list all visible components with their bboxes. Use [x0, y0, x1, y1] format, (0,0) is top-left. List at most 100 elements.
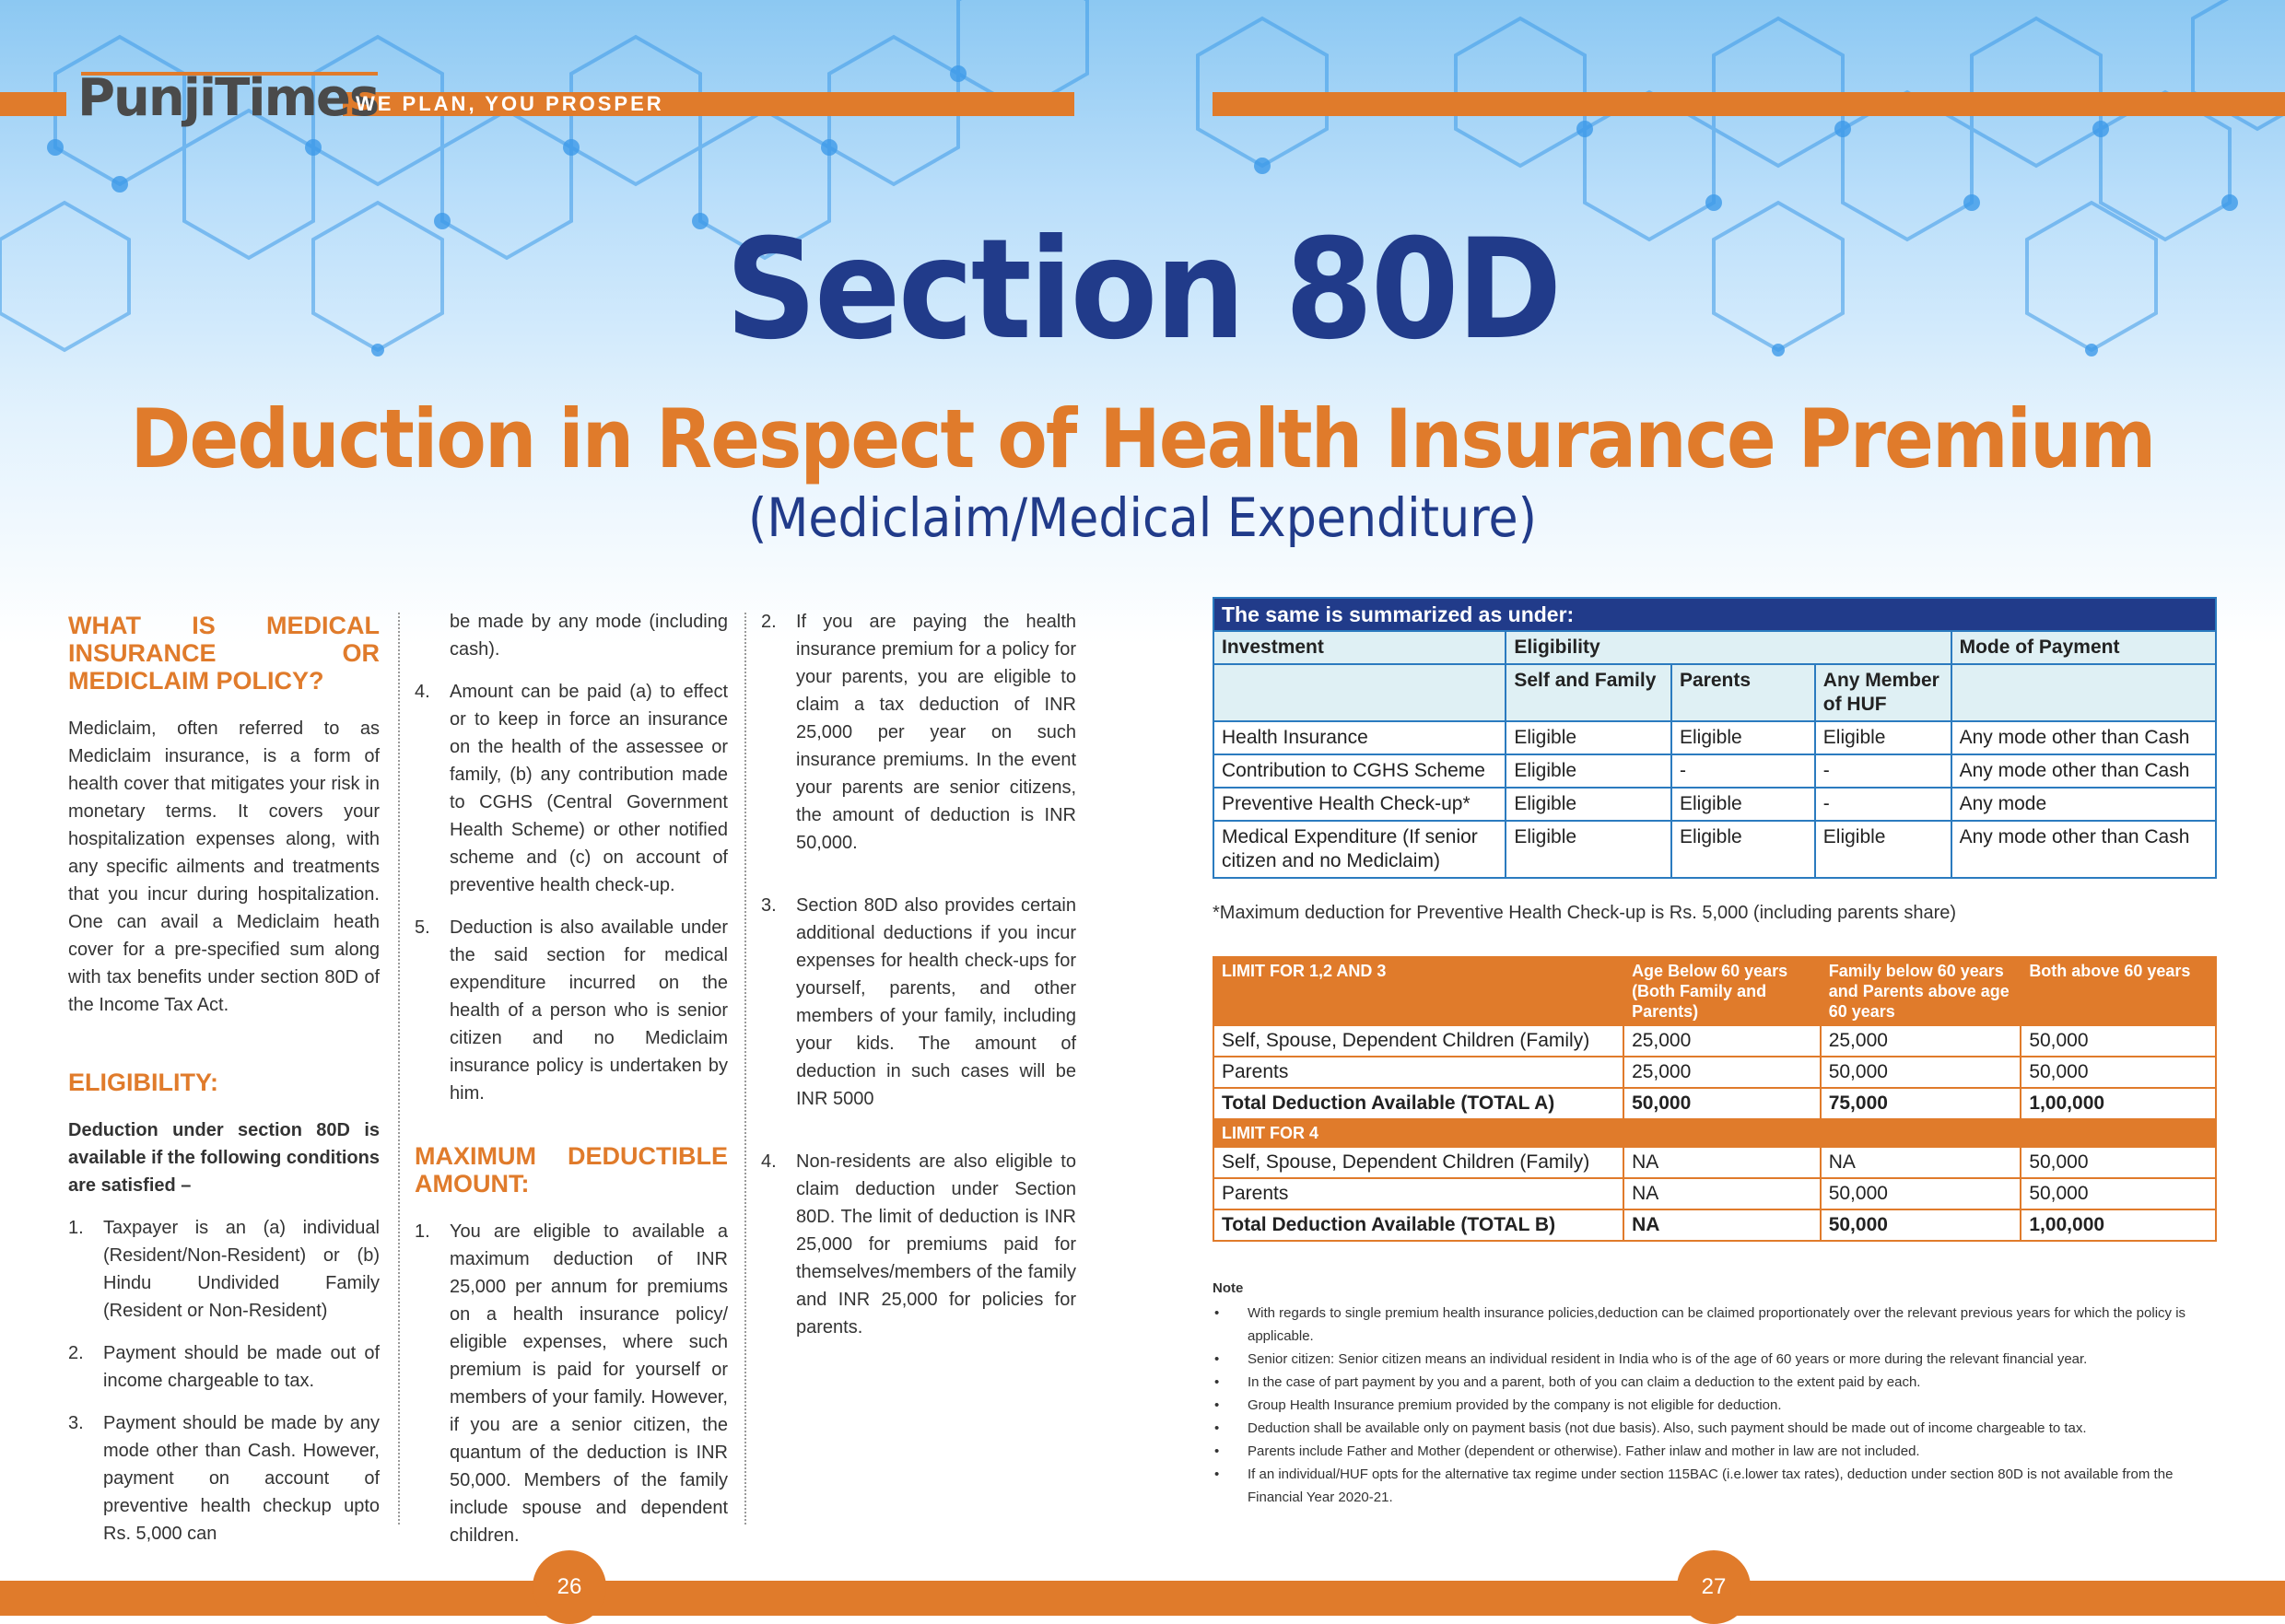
- table-cell: -: [1670, 754, 1816, 789]
- table-row: Self, Spouse, Dependent Children (Family…: [1212, 1146, 2217, 1179]
- table-row: Contribution to CGHS Scheme Eligible - - Any…: [1212, 754, 2218, 789]
- page-subtitle-2: (Mediclaim/Medical Expenditure): [747, 486, 1538, 549]
- table-cell: 1,00,000: [2020, 1087, 2217, 1120]
- table-row: Medical Expenditure (If senior citizen a…: [1212, 820, 2218, 879]
- eligibility-lead: Deduction under section 80D is available…: [68, 1120, 380, 1196]
- table-cell: Eligible: [1813, 720, 1952, 755]
- list-item: • Group Health Insurance premium provided…: [1213, 1394, 2217, 1417]
- list-item: 5. Deduction is also available under the …: [415, 917, 728, 1104]
- column-1: WHAT IS MEDICAL INSURANCE OR MEDICLAIM P…: [68, 608, 380, 1562]
- header-age-below-60: Age Below 60 years (Both Family and Pare…: [1623, 956, 1822, 1026]
- table-cell: 25,000: [1819, 1024, 2022, 1057]
- table-row: Parents NA 50,000 50,000: [1212, 1177, 2217, 1210]
- summary-table: The same is summarized as under: Investm…: [1212, 597, 2218, 879]
- top-bar-right: [1213, 92, 2285, 116]
- header-mode-of-payment: Mode of Payment: [1950, 630, 2218, 665]
- notes-section: Note • With regards to single premium hea…: [1213, 1277, 2217, 1509]
- paragraph-mediclaim: Mediclaim, often referred to as Mediclai…: [68, 719, 380, 1015]
- table-cell: Eligible: [1670, 787, 1816, 822]
- bullet-icon: •: [1214, 1443, 1220, 1459]
- table-cell: 1,00,000: [2020, 1209, 2217, 1242]
- top-bar-left-accent: [0, 92, 66, 116]
- header-empty: [1212, 663, 1507, 722]
- limits-table: LIMIT FOR 1,2 AND 3 Age Below 60 years (…: [1212, 956, 2217, 1242]
- list-item: • If an individual/HUF opts for the alter…: [1213, 1463, 2217, 1509]
- table-row-total: Total Deduction Available (TOTAL A) 50,00…: [1212, 1087, 2217, 1120]
- header-self-family: Self and Family: [1505, 663, 1672, 722]
- table-cell: 50,000: [1819, 1177, 2022, 1210]
- table-row: Parents 25,000 50,000 50,000: [1212, 1056, 2217, 1089]
- bullet-icon: •: [1214, 1305, 1220, 1321]
- table-cell: NA: [1623, 1177, 1822, 1210]
- eligibility-list: 1. Taxpayer is an (a) individual (Residen…: [68, 1214, 380, 1548]
- header-huf: Any Member of HUF: [1813, 663, 1952, 722]
- table-cell: Health Insurance: [1212, 720, 1507, 755]
- table-cell: NA: [1819, 1146, 2022, 1179]
- table-cell: 50,000: [2020, 1056, 2217, 1089]
- table-cell: 50,000: [2020, 1024, 2217, 1057]
- hexagon-pattern: [0, 0, 2285, 356]
- table-cell: Total Deduction Available (TOTAL A): [1212, 1087, 1625, 1120]
- header-empty: [1950, 663, 2218, 722]
- table-row-total: Total Deduction Available (TOTAL B) NA 50,…: [1212, 1209, 2217, 1242]
- bullet-icon: •: [1214, 1351, 1220, 1367]
- list-item: • With regards to single premium health i…: [1213, 1302, 2217, 1348]
- table-cell: Eligible: [1505, 787, 1672, 822]
- bullet-icon: •: [1214, 1397, 1220, 1413]
- brand-tagline: WE PLAN, YOU PROSPER: [356, 92, 664, 115]
- header-family-below-parents-above: Family below 60 years and Parents above …: [1819, 956, 2022, 1026]
- table-cell: 75,000: [1819, 1087, 2022, 1120]
- column-3: 2. If you are paying the health insurance…: [761, 608, 1076, 1356]
- list-item: • In the case of part payment by you and …: [1213, 1371, 2217, 1394]
- table-caption: The same is summarized as under:: [1213, 597, 2217, 632]
- table-cell: NA: [1623, 1146, 1822, 1179]
- table-row: Health Insurance Eligible Eligible Eligible…: [1212, 720, 2218, 755]
- top-bar-left: [343, 92, 1074, 116]
- table-cell: Parents: [1212, 1056, 1625, 1089]
- bullet-icon: •: [1214, 1466, 1220, 1482]
- table-cell: 25,000: [1623, 1024, 1822, 1057]
- table-cell: Eligible: [1505, 820, 1672, 879]
- table-cell: NA: [1623, 1209, 1822, 1242]
- header-eligibility: Eligibility: [1505, 630, 1952, 665]
- table-cell: Eligible: [1670, 820, 1816, 879]
- table-row: Preventive Health Check-up* Eligible Eligi…: [1212, 787, 2218, 822]
- list-continuation: be made by any mode (including cash).: [450, 612, 728, 660]
- table-cell: Self, Spouse, Dependent Children (Family…: [1212, 1024, 1625, 1057]
- list-item: • Deduction shall be available only on pa…: [1213, 1417, 2217, 1440]
- max-deductible-list: 1. You are eligible to available a maximu…: [415, 1218, 728, 1549]
- table-cell: 50,000: [1623, 1087, 1822, 1120]
- heading-eligibility: ELIGIBILITY:: [68, 1069, 218, 1096]
- table-cell: 50,000: [2020, 1146, 2217, 1179]
- list-item: 3. Payment should be made by any mode oth…: [68, 1413, 380, 1544]
- header-investment: Investment: [1212, 630, 1507, 665]
- header-both-above-60: Both above 60 years: [2020, 956, 2217, 1026]
- bullet-icon: •: [1214, 1420, 1220, 1436]
- table-cell: Parents: [1212, 1177, 1625, 1210]
- table-cell: -: [1813, 754, 1952, 789]
- bullet-icon: •: [1214, 1374, 1220, 1390]
- notes-list: • With regards to single premium health i…: [1213, 1302, 2217, 1509]
- table-cell: Eligible: [1670, 720, 1816, 755]
- page-number-left: 26: [533, 1550, 606, 1624]
- heading-what-is-mediclaim: WHAT IS MEDICAL INSURANCE OR MEDICLAIM P…: [68, 612, 380, 695]
- list-item: 2. If you are paying the health insurance…: [761, 612, 1076, 853]
- page-number-right: 27: [1677, 1550, 1751, 1624]
- list-item: • Parents include Father and Mother (depe…: [1213, 1440, 2217, 1463]
- table-cell: Any mode other than Cash: [1950, 820, 2218, 879]
- table-cell: Eligible: [1813, 820, 1952, 879]
- list-item: 4. Non-residents are also eligible to cla…: [761, 1151, 1076, 1338]
- page-subtitle: Deduction in Respect of Health Insurance…: [130, 391, 2157, 486]
- footer-bar: [0, 1581, 2285, 1616]
- table-cell: Total Deduction Available (TOTAL B): [1212, 1209, 1625, 1242]
- table-cell: 50,000: [1819, 1056, 2022, 1089]
- table-cell: -: [1813, 787, 1952, 822]
- column-divider: [398, 613, 400, 1525]
- table-cell: 25,000: [1623, 1056, 1822, 1089]
- header-limit-1-2-3: LIMIT FOR 1,2 AND 3: [1212, 956, 1625, 1026]
- list-item: 1. Taxpayer is an (a) individual (Residen…: [68, 1218, 380, 1321]
- table-row: Self, Spouse, Dependent Children (Family…: [1212, 1024, 2217, 1057]
- table-cell: Contribution to CGHS Scheme: [1212, 754, 1507, 789]
- table-cell: Any mode other than Cash: [1950, 754, 2218, 789]
- header-parents: Parents: [1670, 663, 1816, 722]
